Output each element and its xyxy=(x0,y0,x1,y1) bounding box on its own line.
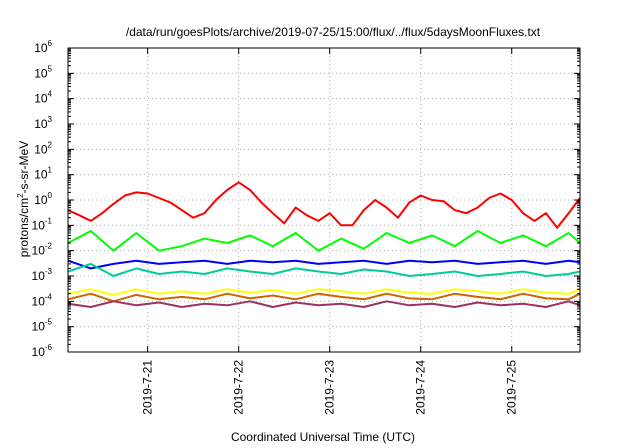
chart-title: /data/run/goesPlots/archive/2019-07-25/1… xyxy=(126,25,541,39)
y-tick-label: 10-2 xyxy=(32,242,53,258)
series-line-3 xyxy=(67,259,581,270)
series-line-1 xyxy=(67,181,581,229)
axes xyxy=(67,47,581,353)
grid xyxy=(68,48,580,352)
x-tick-label: 2019-7-21 xyxy=(141,360,155,415)
y-tick-label: 102 xyxy=(34,140,52,156)
y-axis-label-pre: protons/cm xyxy=(17,198,31,257)
plot-frame xyxy=(67,47,581,353)
x-tick-labels: 2019-7-21 2019-7-22 2019-7-23 2019-7-24 2019… xyxy=(141,360,519,415)
y-tick-label: 10-5 xyxy=(32,318,53,334)
y-tick-label: 10-6 xyxy=(32,343,53,359)
series-line-5 xyxy=(67,288,581,296)
series-layer xyxy=(67,181,581,308)
x-tick-label: 2019-7-23 xyxy=(323,360,337,415)
y-tick-label: 100 xyxy=(34,191,52,207)
y-tick-label: 103 xyxy=(34,115,52,131)
y-axis-label: protons/cm2-s-sr-MeV xyxy=(16,141,31,257)
x-tick-label: 2019-7-25 xyxy=(505,360,519,415)
y-axis-label-post: -s-sr-MeV xyxy=(17,141,31,194)
y-tick-label: 106 xyxy=(34,39,52,55)
y-axis-label-sup: 2 xyxy=(16,193,25,198)
y-tick-label: 10-1 xyxy=(32,216,53,232)
series-line-6 xyxy=(67,292,581,303)
series-line-2 xyxy=(67,230,581,252)
y-tick-label: 101 xyxy=(34,166,52,182)
y-tick-label: 10-4 xyxy=(32,292,53,308)
x-tick-label: 2019-7-24 xyxy=(414,360,428,415)
x-axis-label: Coordinated Universal Time (UTC) xyxy=(231,430,415,444)
series-line-7 xyxy=(67,300,581,308)
x-tick-label: 2019-7-22 xyxy=(232,360,246,415)
y-tick-label: 10-3 xyxy=(32,267,53,283)
y-tick-label: 105 xyxy=(34,64,52,80)
series-line-4 xyxy=(67,262,581,277)
y-tick-labels: 10-6 10-5 10-4 10-3 10-2 10-1 100 101 102 103 104 1… xyxy=(32,39,53,359)
y-tick-label: 104 xyxy=(34,90,52,106)
